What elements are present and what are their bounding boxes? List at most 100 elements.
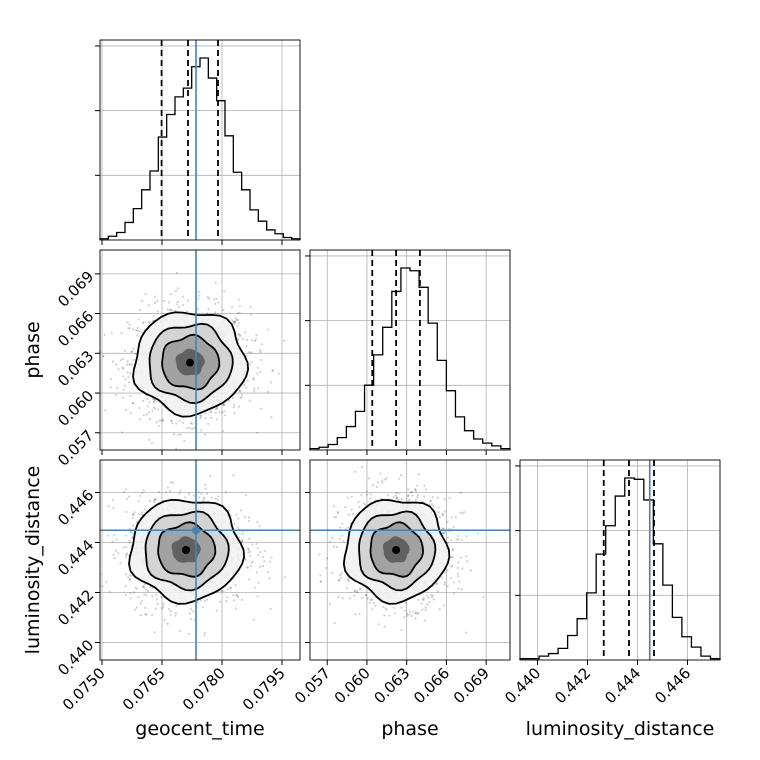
sample-point: [411, 494, 414, 497]
sample-point: [145, 613, 148, 616]
sample-point: [209, 474, 212, 477]
sample-point: [127, 576, 130, 579]
sample-point: [169, 613, 172, 617]
sample-point: [345, 587, 348, 590]
sample-point: [256, 595, 259, 598]
sample-point: [206, 296, 209, 299]
sample-point: [132, 532, 135, 536]
sample-point: [461, 567, 464, 570]
sample-point: [414, 617, 417, 620]
sample-point: [256, 521, 259, 524]
sample-point: [145, 413, 148, 416]
sample-point: [132, 513, 135, 517]
sample-point: [397, 477, 400, 480]
sample-point: [383, 625, 386, 628]
sample-point: [458, 580, 461, 583]
sample-point: [222, 403, 225, 406]
sample-point: [129, 531, 133, 534]
sample-point: [244, 331, 247, 334]
sample-point: [333, 516, 336, 519]
sample-point: [256, 431, 259, 434]
sample-point: [166, 486, 170, 489]
sample-point: [252, 378, 255, 381]
sample-point: [233, 403, 236, 406]
sample-point: [119, 359, 122, 362]
sample-point: [166, 622, 169, 625]
sample-point: [397, 499, 400, 502]
sample-point: [154, 497, 157, 501]
sample-point: [364, 503, 367, 506]
sample-point: [451, 547, 454, 551]
sample-point: [231, 319, 234, 322]
x-label-luminosity-distance: luminosity_distance: [526, 718, 715, 740]
sample-point: [259, 350, 262, 354]
sample-point: [198, 294, 201, 297]
sample-point: [331, 572, 334, 575]
sample-point: [193, 427, 196, 430]
sample-point: [255, 334, 258, 337]
sample-point: [430, 503, 434, 506]
sample-point: [381, 481, 384, 484]
sample-point: [189, 421, 192, 425]
sample-point: [247, 547, 250, 550]
sample-point: [372, 484, 375, 487]
sample-point: [171, 422, 174, 425]
sample-point: [128, 381, 131, 384]
sample-point: [259, 370, 262, 373]
sample-point: [459, 511, 462, 514]
sample-point: [394, 491, 397, 495]
sample-point: [158, 424, 161, 427]
sample-point: [246, 339, 249, 342]
sample-point: [354, 470, 357, 473]
sample-point: [252, 618, 255, 621]
sample-point: [124, 378, 127, 381]
sample-point: [128, 327, 131, 330]
sample-point: [188, 493, 191, 496]
sample-point: [162, 602, 165, 606]
sample-point: [407, 500, 410, 503]
sample-point: [203, 631, 207, 635]
density-peak: [186, 358, 194, 367]
sample-point: [132, 347, 135, 350]
sample-point: [400, 498, 403, 501]
sample-point: [233, 322, 236, 325]
sample-point: [175, 447, 178, 450]
sample-point: [457, 575, 460, 578]
sample-point: [408, 613, 411, 616]
sample-point: [350, 495, 353, 498]
sample-point: [119, 562, 122, 565]
sample-point: [251, 339, 254, 342]
sample-point: [148, 499, 152, 503]
sample-point: [139, 614, 142, 617]
sample-point: [128, 578, 131, 581]
sample-point: [177, 305, 180, 309]
sample-point: [347, 513, 350, 516]
sample-point: [456, 572, 459, 575]
truth-marker: [192, 526, 200, 535]
sample-point: [215, 609, 218, 612]
sample-point: [192, 494, 195, 497]
sample-point: [152, 398, 155, 401]
sample-point: [151, 319, 154, 323]
sample-point: [362, 502, 365, 505]
sample-point: [130, 363, 133, 366]
sample-point: [186, 310, 189, 313]
sample-point: [440, 576, 444, 579]
panel-frame: [519, 459, 721, 661]
sample-point: [188, 426, 191, 430]
sample-point: [129, 592, 132, 595]
sample-point: [395, 497, 398, 500]
sample-point: [234, 583, 237, 587]
sample-point: [158, 491, 161, 494]
sample-point: [417, 598, 420, 601]
sample-point: [359, 587, 362, 590]
sample-point: [267, 328, 270, 331]
sample-point: [160, 419, 163, 422]
sample-point: [128, 323, 131, 326]
sample-point: [138, 513, 141, 516]
sample-point: [170, 293, 173, 296]
sample-point: [174, 309, 177, 312]
sample-point: [338, 537, 341, 541]
sample-point: [240, 509, 243, 512]
sample-point: [104, 409, 107, 412]
